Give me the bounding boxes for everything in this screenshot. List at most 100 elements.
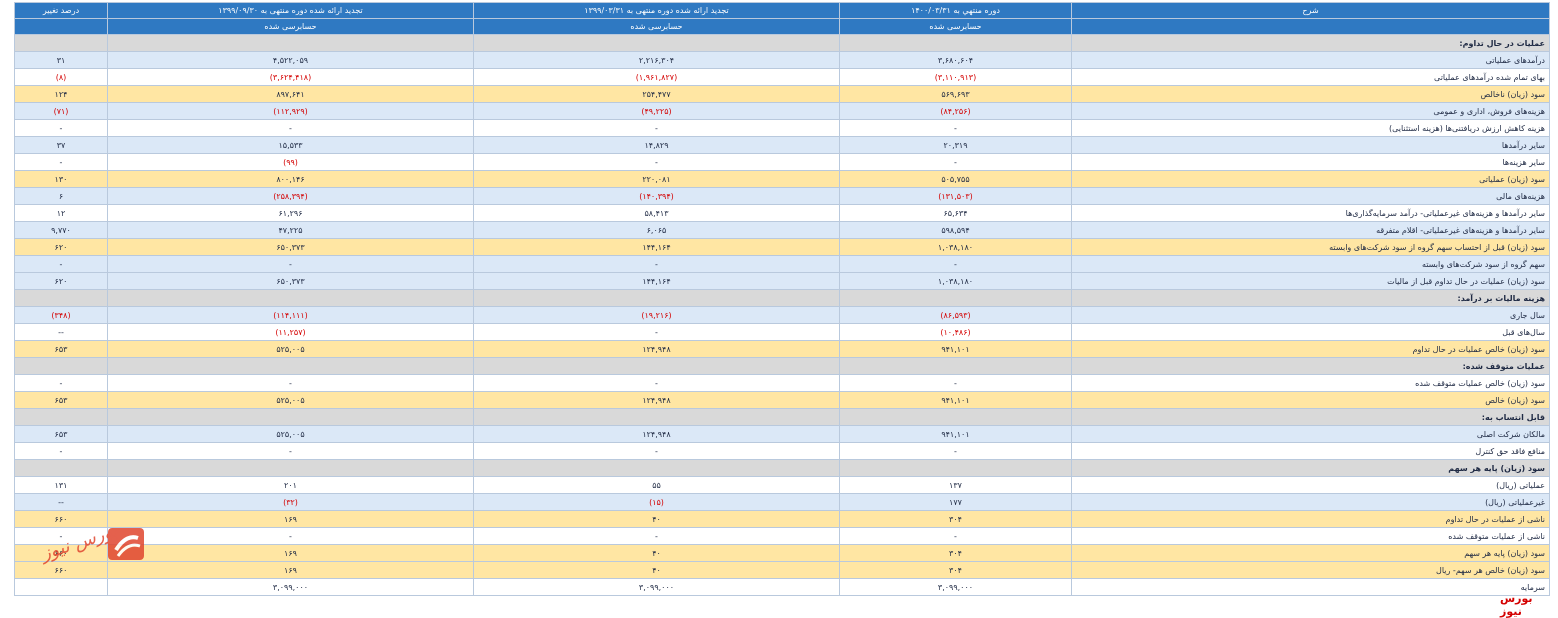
value-period-1: - (839, 119, 1072, 137)
table-row: سود (زیان) پایه هر سهم ۳۰۴ ۴۰ ۱۶۹ ۶۶۰ (14, 544, 1550, 562)
table-row: سال جاری (۸۶,۵۹۳) (۱۹,۲۱۶) (۱۱۴,۱۱۱) (۳۴۸) (14, 306, 1550, 324)
value-period-2: (۱۹,۲۱۶) (473, 306, 840, 324)
value-period-3: (۳,۶۲۴,۴۱۸) (107, 68, 474, 86)
value-period-2: ۴۰ (473, 510, 840, 528)
value-period-1: ۵۰۵,۷۵۵ (839, 170, 1072, 188)
row-label: غیرعملیاتی (ریال) (1071, 493, 1550, 511)
value-period-3: (۱۱۴,۱۱۱) (107, 306, 474, 324)
value-period-1 (839, 459, 1072, 477)
value-period-2: ۴۰ (473, 544, 840, 562)
table-row: سهم گروه از سود شرکت‌های وابسته - - - - (14, 255, 1550, 273)
value-period-3: ۱۶۹ (107, 561, 474, 579)
value-period-3: ۴۷,۲۲۵ (107, 221, 474, 239)
value-change: - (14, 153, 108, 171)
value-period-2: - (473, 527, 840, 545)
table-row: سود (زیان) عملیات در حال تداوم قبل از ما… (14, 272, 1550, 290)
value-change: -- (14, 493, 108, 511)
row-label: سرمایه (1071, 578, 1550, 596)
value-change: (۸) (14, 68, 108, 86)
value-period-2: ۱۴۴,۱۶۴ (473, 238, 840, 256)
value-change (14, 34, 108, 52)
value-change: - (14, 442, 108, 460)
row-label: سود (زیان) خالص هر سهم- ریال (1071, 561, 1550, 579)
value-change: ۶۲۰ (14, 238, 108, 256)
value-period-2: (۱,۹۶۱,۸۲۷) (473, 68, 840, 86)
row-label: هزینه کاهش ارزش دریافتنی‌ها (هزینه استثن… (1071, 119, 1550, 137)
row-label: عملیاتی (ریال) (1071, 476, 1550, 494)
row-label: سال‌های قبل (1071, 323, 1550, 341)
row-label: سود (زیان) خالص (1071, 391, 1550, 409)
value-period-3: ۶۱,۲۹۶ (107, 204, 474, 222)
value-change (14, 408, 108, 426)
value-period-3: ۶۵۰,۳۷۳ (107, 272, 474, 290)
header-period-1: دوره منتهي به ۱۴۰۰/۰۳/۳۱ (839, 2, 1072, 19)
header-row: شرح دوره منتهي به ۱۴۰۰/۰۳/۳۱ تجدید ارائه… (14, 2, 1550, 19)
value-period-2: ۱۲۴,۹۴۸ (473, 391, 840, 409)
section-row: سود (زیان) پایه هر سهم (14, 459, 1550, 477)
row-label: عملیات متوقف شده: (1071, 357, 1550, 375)
value-change: (۳۴۸) (14, 306, 108, 324)
value-change: (۷۱) (14, 102, 108, 120)
value-period-1: ۵۶۹,۶۹۳ (839, 85, 1072, 103)
value-period-1: ۳۰۴ (839, 561, 1072, 579)
table-row: مالکان شرکت اصلی ۹۴۱,۱۰۱ ۱۲۴,۹۴۸ ۵۲۵,۰۰۵ ۶۵۳ (14, 425, 1550, 443)
audit-status-period-2: حسابرسی شده (473, 18, 840, 35)
value-period-2 (473, 289, 840, 307)
value-period-1: ۳۰۴ (839, 510, 1072, 528)
header-description: شرح (1071, 2, 1550, 19)
audit-empty-cell (1071, 18, 1550, 35)
row-label: سایر درآمدها و هزینه‌های غیرعملیاتی- درآ… (1071, 204, 1550, 222)
row-label: سود (زیان) پایه هر سهم (1071, 544, 1550, 562)
value-period-1: (۱۰,۴۸۶) (839, 323, 1072, 341)
row-label: هزینه‌های مالی (1071, 187, 1550, 205)
value-change: ۶۲۰ (14, 272, 108, 290)
value-period-2: - (473, 255, 840, 273)
value-period-2: ۵۵ (473, 476, 840, 494)
audit-status-period-1: حسابرسی شده (839, 18, 1072, 35)
footer-watermark: بورس نیوز (1500, 592, 1533, 618)
table-row: هزینه کاهش ارزش دریافتنی‌ها (هزینه استثن… (14, 119, 1550, 137)
table-row: درآمدهای عملیاتی ۳,۶۸۰,۶۰۴ ۲,۲۱۶,۳۰۴ ۴,۵۲۲,… (14, 51, 1550, 69)
section-row: قابل انتساب به: (14, 408, 1550, 426)
value-period-1: (۳,۱۱۰,۹۱۳) (839, 68, 1072, 86)
row-label: سود (زیان) عملیاتی (1071, 170, 1550, 188)
value-period-2: ۱۲۴,۹۴۸ (473, 425, 840, 443)
value-period-2: - (473, 153, 840, 171)
value-period-1 (839, 34, 1072, 52)
value-period-1: ۹۴۱,۱۰۱ (839, 391, 1072, 409)
table-row: سود (زیان) خالص هر سهم- ریال ۳۰۴ ۴۰ ۱۶۹ ۶۶۰ (14, 561, 1550, 579)
section-row: عملیات متوقف شده: (14, 357, 1550, 375)
table-row: عملیاتی (ریال) ۱۳۷ ۵۵ ۲۰۱ ۱۳۱ (14, 476, 1550, 494)
row-label: سود (زیان) قبل از احتساب سهم گروه از سود… (1071, 238, 1550, 256)
value-period-3: - (107, 119, 474, 137)
row-label: سایر هزینه‌ها (1071, 153, 1550, 171)
value-period-3: - (107, 527, 474, 545)
value-period-1: ۳,۰۹۹,۰۰۰ (839, 578, 1072, 596)
value-period-1: ۲۰,۳۱۹ (839, 136, 1072, 154)
table-row: ناشی از عملیات متوقف شده - - - - (14, 527, 1550, 545)
value-change: ۱۲۴ (14, 85, 108, 103)
row-label: بهای تمام شده درآمدهای عملیاتی (1071, 68, 1550, 86)
row-label: سهم گروه از سود شرکت‌های وابسته (1071, 255, 1550, 273)
value-period-2 (473, 34, 840, 52)
value-period-2: ۲۲۰,۰۸۱ (473, 170, 840, 188)
row-label: سود (زیان) خالص عملیات در حال تداوم (1071, 340, 1550, 358)
value-period-1: - (839, 527, 1072, 545)
value-period-3: ۵۲۵,۰۰۵ (107, 425, 474, 443)
value-period-3: (۱۱,۲۵۷) (107, 323, 474, 341)
value-period-3 (107, 408, 474, 426)
row-label: مالکان شرکت اصلی (1071, 425, 1550, 443)
value-period-3: ۱۶۹ (107, 544, 474, 562)
value-period-2 (473, 459, 840, 477)
value-change: -- (14, 323, 108, 341)
table-row: سایر درآمدها ۲۰,۳۱۹ ۱۴,۸۲۹ ۱۵,۵۳۳ ۳۷ (14, 136, 1550, 154)
value-period-1: ۵۹۸,۵۹۴ (839, 221, 1072, 239)
header-period-2: تجدید ارائه شده دوره منتهی به ۱۳۹۹/۰۳/۳۱ (473, 2, 840, 19)
value-period-1: - (839, 374, 1072, 392)
row-label: سود (زیان) پایه هر سهم (1071, 459, 1550, 477)
value-change (14, 289, 108, 307)
value-period-3: ۱۵,۵۳۳ (107, 136, 474, 154)
value-period-1: ۹۴۱,۱۰۱ (839, 340, 1072, 358)
table-row: سود (زیان) قبل از احتساب سهم گروه از سود… (14, 238, 1550, 256)
income-statement-table: شرح دوره منتهي به ۱۴۰۰/۰۳/۳۱ تجدید ارائه… (14, 2, 1550, 596)
